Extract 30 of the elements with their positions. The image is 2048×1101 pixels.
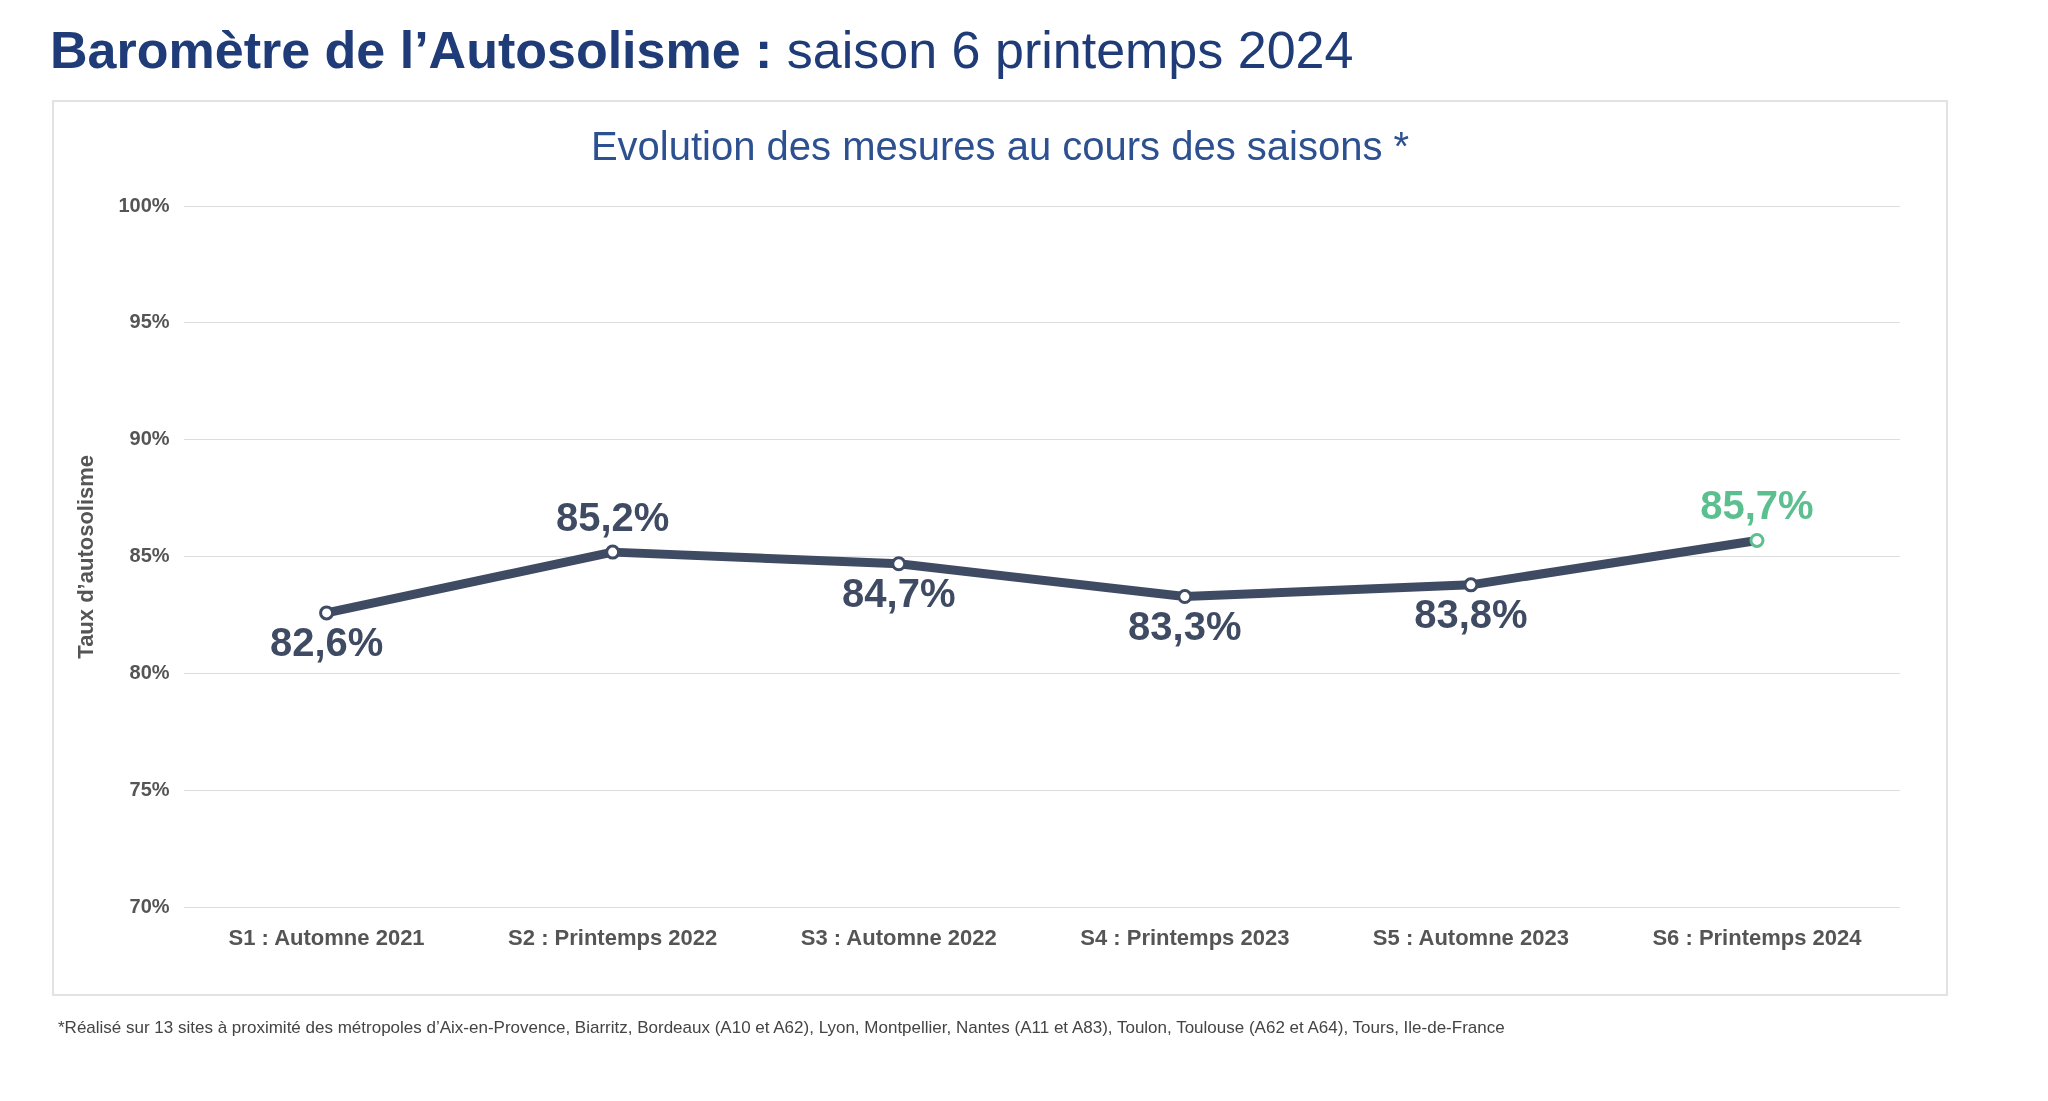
y-tick-label: 100%	[118, 193, 170, 216]
y-tick-label: 90%	[129, 427, 170, 450]
point	[1463, 577, 1479, 593]
point	[891, 556, 907, 572]
y-tick-label: 75%	[129, 778, 170, 801]
point	[319, 605, 335, 621]
chart-subtitle: saison 6 printemps 2024	[786, 21, 1354, 79]
x-tick-label: S4 : Printemps 2023	[1080, 924, 1290, 950]
point	[605, 544, 621, 560]
data-label: 84,7%	[842, 570, 956, 615]
data-label: 85,7%	[1700, 483, 1814, 528]
chart-title: Baromètre de l’Autosolisme :	[50, 21, 773, 79]
y-tick-label: 80%	[129, 661, 170, 684]
text: Evolution des mesures au cours des saisons *	[589, 124, 1411, 170]
data-label: 85,2%	[555, 495, 670, 540]
data-label: 82,6%	[269, 619, 384, 664]
text: *Réalisé sur 13 sites à proximité des métropoles d’Aix-en-Provence, Biarritz, Bordeaux (A10 et A62), Lyon, Montpellier, Nantes (A11 et A83), Toulon, Toulouse (A62 et A64), Tours, Ile-de-France	[58, 1018, 1506, 1038]
x-tick-label: S3 : Automne 2022	[800, 924, 997, 950]
data-label: 83,3%	[1128, 603, 1242, 648]
y-tick-label: 85%	[129, 544, 170, 567]
point	[1177, 589, 1193, 605]
y-tick-label: 70%	[129, 895, 170, 918]
x-tick-label: S5 : Automne 2023	[1372, 924, 1569, 950]
x-tick-label: S6 : Printemps 2024	[1652, 924, 1863, 950]
y-tick-label: 95%	[129, 310, 170, 333]
y-axis-title: Taux d’autosolisme	[73, 454, 99, 659]
x-tick-label: S2 : Printemps 2022	[508, 924, 718, 950]
data-label: 83,8%	[1414, 591, 1528, 636]
x-tick-label: S1 : Automne 2021	[228, 924, 425, 950]
point	[1749, 532, 1765, 548]
